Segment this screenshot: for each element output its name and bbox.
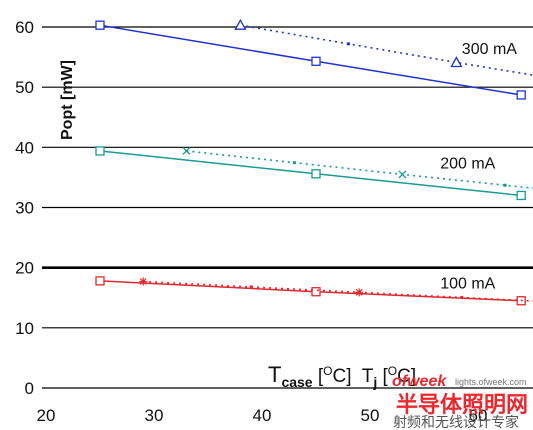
series-midpoint-tick [292, 161, 296, 165]
series-annotations: 300 mA 200 mA 100 mA [440, 41, 517, 293]
series-300-ma-dotted [234, 18, 533, 76]
series-line [240, 24, 533, 76]
x-axis-label: Tcase [OC] Tj [OC] [268, 362, 416, 390]
y-tick-label: 10 [15, 319, 34, 338]
data-point [450, 56, 463, 68]
x-axis-label-t1: T [268, 362, 281, 387]
y-tick-label: 40 [15, 138, 34, 157]
x-axis-label-c2: C] [397, 366, 416, 387]
y-tick-label: 20 [15, 259, 34, 278]
x-axis-label-open2: [ [377, 366, 388, 387]
watermark-cn-sub: 射频和无线设计专家 [393, 414, 519, 430]
series-midpoint-tick [460, 295, 464, 299]
watermark-url: lights.ofweek.com [455, 377, 527, 387]
y-tick-label: 0 [25, 379, 34, 398]
x-axis-label-open1: [ [313, 366, 324, 387]
y-tick-label: 60 [15, 18, 34, 37]
x-axis-label-deg1: O [323, 364, 332, 378]
x-axis-label-t1-sub: case [281, 374, 312, 390]
x-axis-label-deg2: O [388, 364, 397, 378]
series-midpoint-tick [503, 183, 507, 187]
gridlines [42, 26, 533, 389]
watermark: ofweek lights.ofweek.com 半导体照明网 射频和无线设计专… [392, 373, 528, 430]
series-label-300-ma: 300 mA [462, 41, 517, 58]
y-axis-label: Popt [mW] [59, 60, 76, 140]
series-layer [95, 18, 533, 306]
x-tick-label: 40 [253, 406, 272, 425]
y-tick-labels: 0 10 20 30 40 50 60 [15, 18, 34, 398]
x-axis-label-t2: T [352, 366, 374, 387]
data-point [311, 287, 321, 297]
series-label-100-ma: 100 mA [440, 276, 495, 293]
x-tick-label: 50 [361, 406, 380, 425]
series-200-ma-solid [95, 146, 526, 201]
series-300-ma-solid [95, 20, 526, 100]
data-point [355, 288, 364, 297]
watermark-brand: ofweek [392, 373, 447, 390]
data-point [95, 146, 105, 156]
series-200-ma-dotted [182, 146, 533, 189]
series-midpoint-tick [249, 285, 253, 289]
x-axis-label-c1: C] [333, 366, 352, 387]
x-tick-label: 30 [145, 406, 164, 425]
y-tick-label: 50 [15, 78, 34, 97]
data-point [516, 190, 526, 201]
data-point [95, 276, 105, 286]
x-tick-labels: 203040506070 [37, 406, 488, 425]
data-point [516, 90, 526, 100]
series-100-ma-dotted [139, 277, 533, 302]
data-point [398, 170, 407, 179]
data-point [311, 169, 321, 179]
x-axis-label-t2-sub: j [372, 374, 377, 390]
watermark-cn-main: 半导体照明网 [396, 393, 528, 418]
data-point [139, 277, 148, 286]
x-tick-label: 20 [37, 406, 56, 425]
data-point [234, 18, 247, 30]
data-point [182, 146, 191, 155]
y-tick-label: 30 [15, 199, 34, 218]
data-point [311, 56, 321, 66]
series-label-200-ma: 200 mA [440, 155, 495, 172]
series-midpoint-tick [346, 42, 350, 46]
data-point [95, 20, 105, 30]
x-tick-label: 60 [469, 406, 488, 425]
